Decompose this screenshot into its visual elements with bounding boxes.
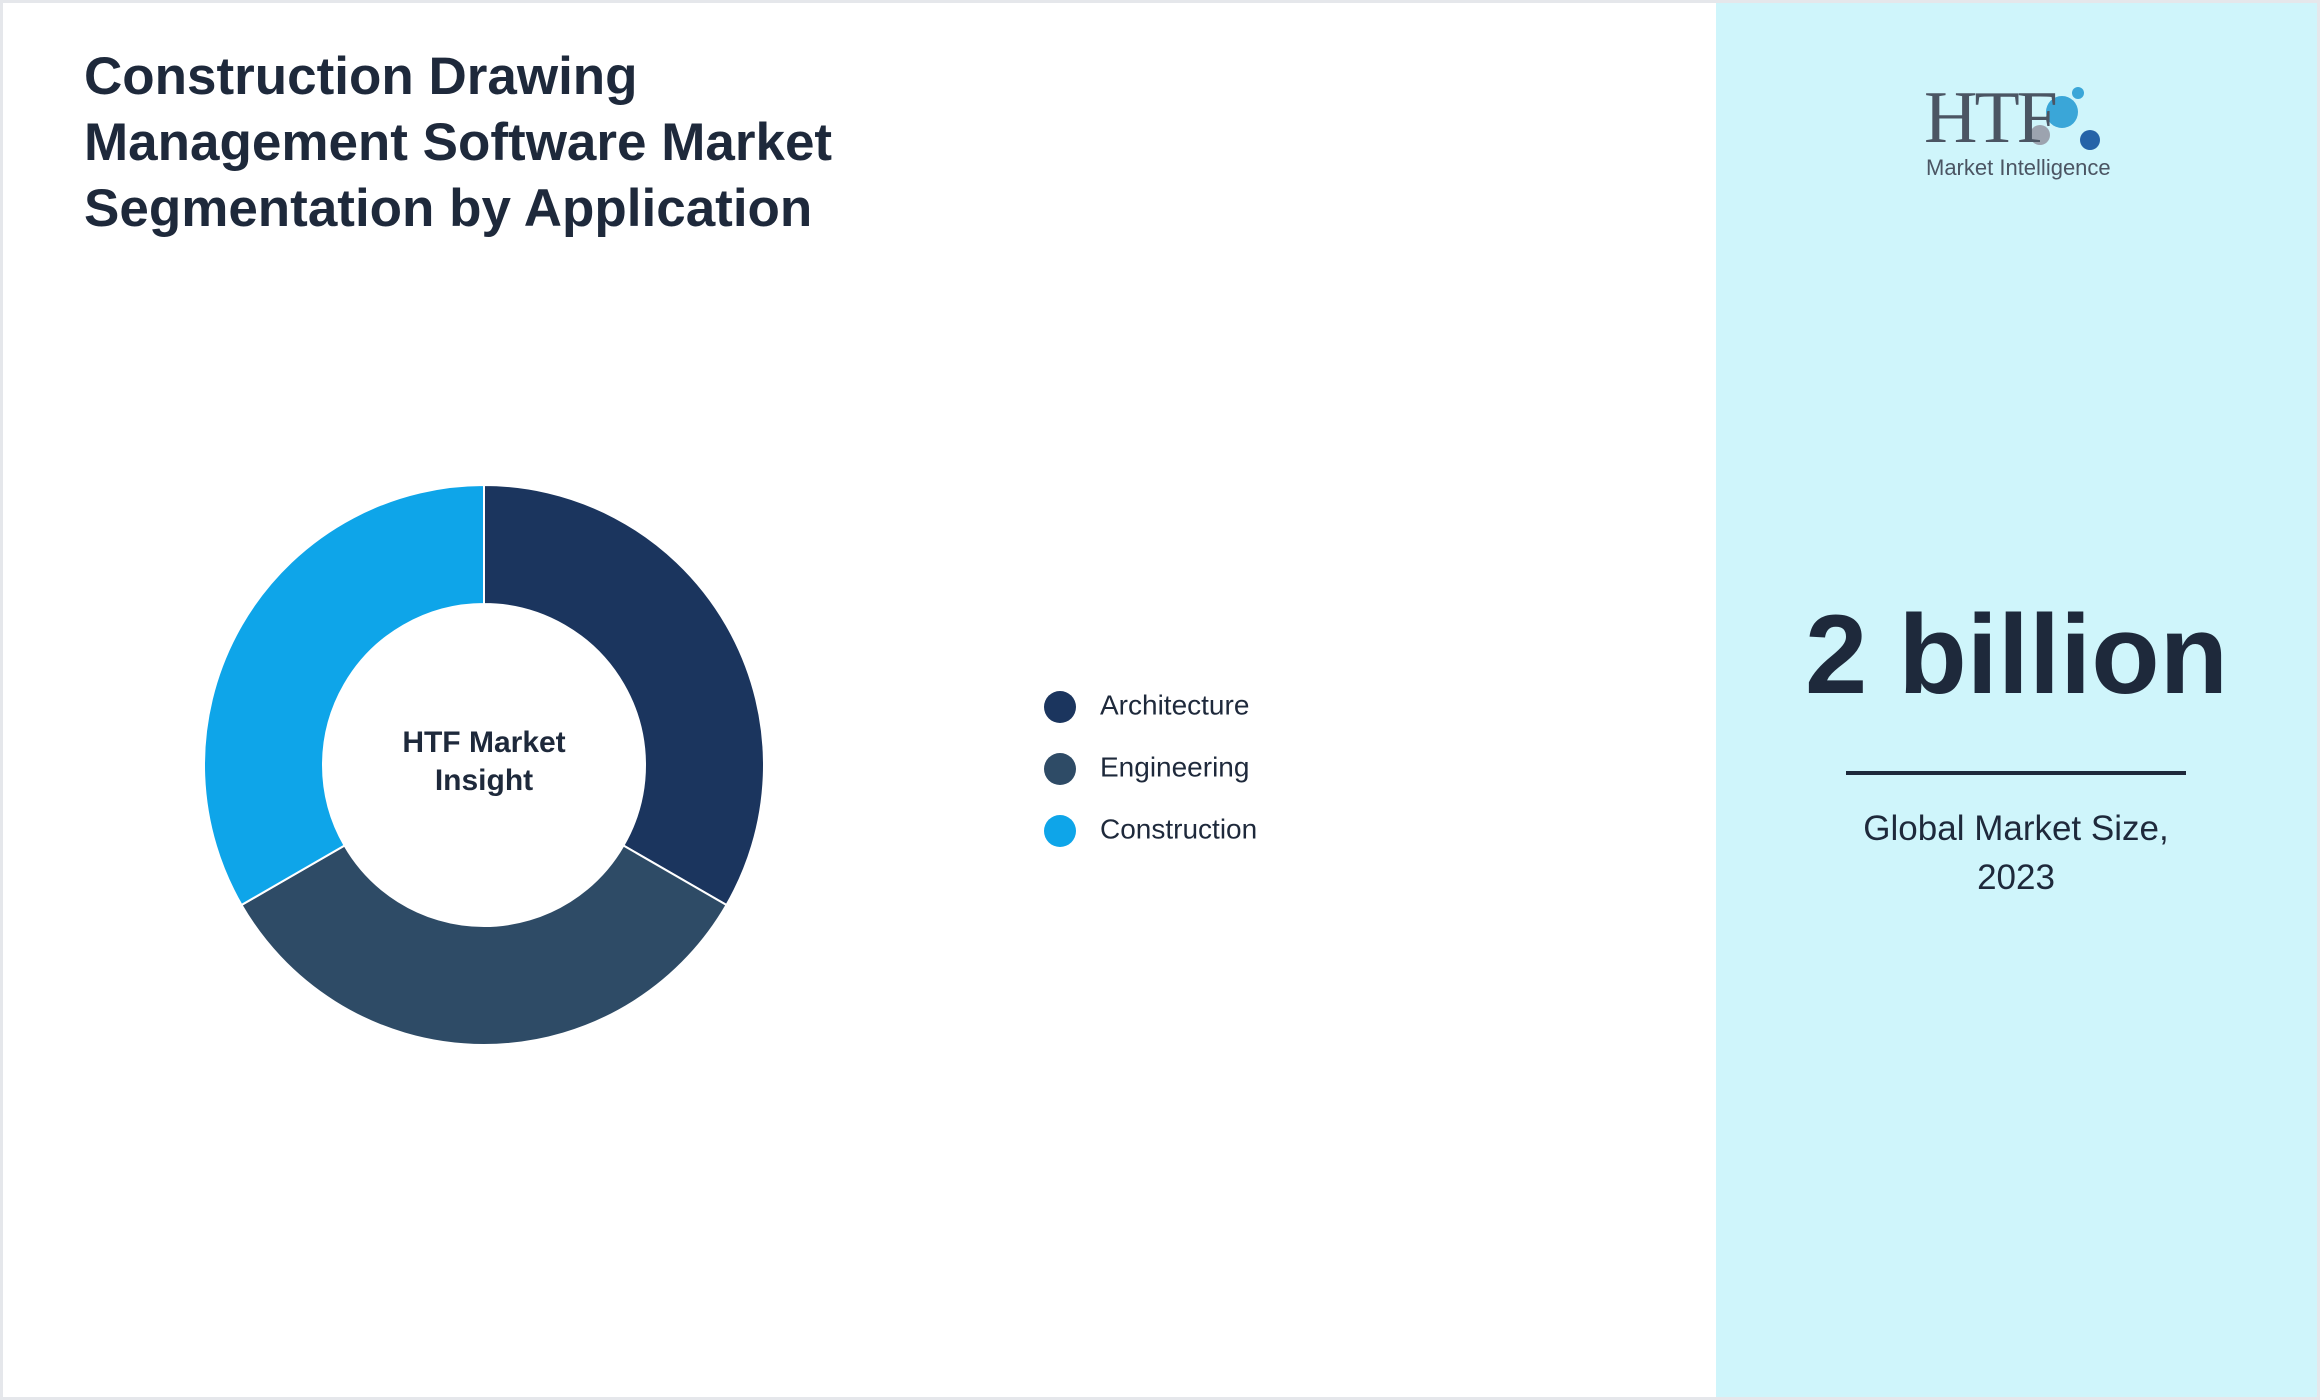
legend-label: Engineering [1100,751,1249,782]
donut-segment [483,483,765,907]
stat-value: 2 billion [1804,592,2229,717]
legend-label: Architecture [1100,689,1249,720]
donut-segment [203,483,485,907]
stat-panel [1716,3,2317,1397]
chart-title: Construction Drawing Management Software… [84,47,833,238]
legend-swatch [1044,691,1076,723]
legend-swatch [1044,815,1076,847]
stat-rule [1846,771,2186,775]
legend-label: Construction [1100,813,1257,844]
logo-tagline: Market Intelligence [1926,155,2111,180]
logo-mark [2030,87,2100,150]
donut-segment [240,844,728,1046]
stat-label: Global Market Size, 2023 [1863,809,2169,897]
legend-swatch [1044,753,1076,785]
center-label: HTF Market Insight [402,726,566,797]
logo-name: HTF [1924,77,2058,159]
